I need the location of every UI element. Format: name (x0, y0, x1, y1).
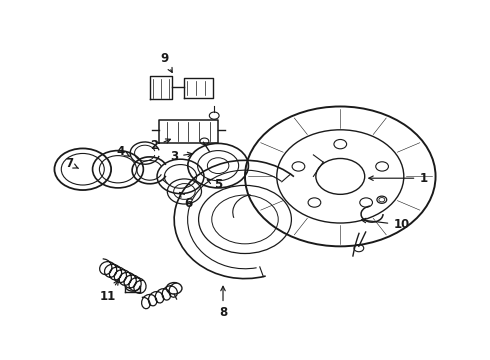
Text: 4: 4 (116, 145, 130, 158)
Text: 3: 3 (170, 150, 192, 163)
Text: 10: 10 (362, 218, 410, 231)
Text: 1: 1 (369, 172, 427, 185)
Text: 2: 2 (150, 139, 171, 152)
Text: 7: 7 (65, 157, 78, 170)
Text: 11: 11 (100, 280, 118, 303)
Text: 5: 5 (207, 178, 222, 191)
Text: 6: 6 (180, 192, 193, 210)
Text: 9: 9 (160, 51, 172, 72)
Text: 8: 8 (219, 286, 227, 319)
